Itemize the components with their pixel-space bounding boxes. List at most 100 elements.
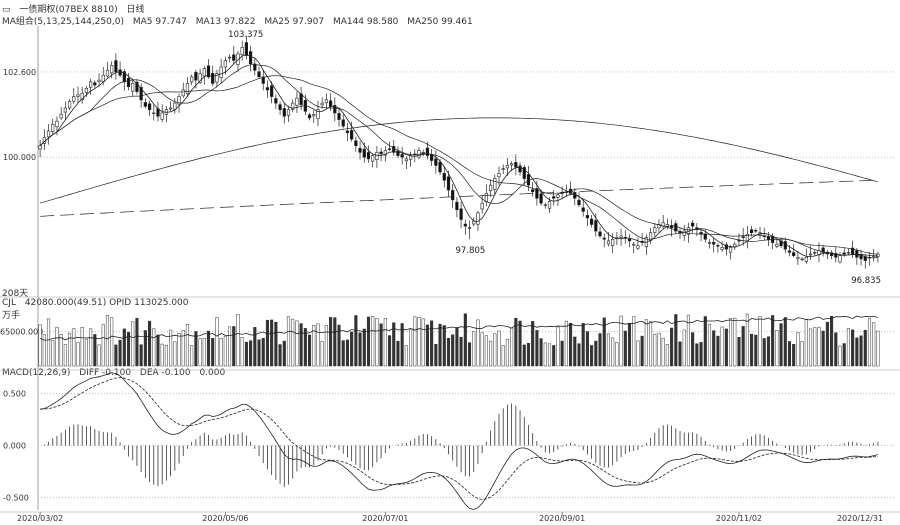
- volume-bar: [291, 318, 295, 367]
- volume-bar: [665, 344, 669, 367]
- volume-bar: [354, 315, 358, 367]
- volume-bar: [644, 319, 648, 367]
- volume-bar: [76, 342, 80, 367]
- x-tick-label: 2020/07/01: [362, 514, 408, 523]
- volume-bar: [560, 340, 564, 367]
- volume-bar: [131, 321, 135, 367]
- volume-bar: [876, 330, 880, 367]
- candle: [451, 190, 455, 201]
- macd-tick-label: 0.500: [3, 390, 26, 399]
- volume-bar: [577, 343, 581, 367]
- candle: [476, 212, 480, 225]
- volume-tick-label: 65000.000: [0, 328, 43, 337]
- volume-bar: [766, 336, 770, 367]
- volume-bar: [480, 332, 484, 367]
- macd-label[interactable]: MACD(12,26,9): [2, 368, 71, 378]
- candle: [446, 176, 451, 191]
- volume-bar: [358, 332, 362, 367]
- instrument-title[interactable]: 一债期权(07BEX 8810): [19, 5, 118, 15]
- volume-bar: [627, 323, 632, 367]
- candle: [211, 73, 215, 84]
- candle: [813, 252, 817, 254]
- macd-tick-label: 0.000: [3, 442, 26, 451]
- volume-bar: [758, 316, 762, 367]
- price-tick-label: 100.000: [3, 153, 36, 162]
- volume-bar: [345, 339, 349, 367]
- volume-bar: [796, 332, 800, 367]
- volume-bar: [42, 334, 46, 367]
- candle: [215, 73, 219, 83]
- candle: [783, 241, 787, 250]
- volume-bar: [118, 339, 122, 367]
- macd-legend: MACD(12,26,9) DIFF -0.100 DEA -0.100 0.0…: [2, 368, 231, 378]
- volume-bar: [859, 335, 863, 367]
- volume-bar: [682, 329, 686, 367]
- macd-dif: DIFF -0.100: [79, 368, 132, 378]
- candle: [371, 155, 375, 162]
- candle: [539, 193, 543, 204]
- candle: [80, 92, 84, 100]
- candle: [632, 243, 636, 246]
- volume-bar: [552, 345, 556, 367]
- candle: [606, 240, 611, 245]
- volume-bar: [476, 319, 480, 367]
- volume-bar: [691, 332, 695, 367]
- candle: [299, 93, 303, 106]
- volume-bar: [253, 327, 257, 367]
- candle: [728, 247, 733, 253]
- volume-bar: [387, 335, 392, 367]
- volume-bar: [695, 343, 699, 367]
- candle: [383, 150, 387, 156]
- candle: [459, 208, 463, 220]
- ma25-line: [39, 75, 878, 255]
- candle: [143, 102, 147, 107]
- minus-icon[interactable]: ▭: [2, 5, 11, 15]
- volume-bar: [657, 332, 661, 367]
- volume-bar: [594, 340, 598, 367]
- volume-bar: [640, 335, 644, 367]
- candle: [796, 256, 800, 259]
- volume-bar: [699, 342, 703, 367]
- volume-bar: [573, 336, 577, 367]
- volume-bar: [472, 331, 476, 367]
- candle: [787, 250, 792, 253]
- volume-bar: [872, 322, 876, 367]
- candle: [472, 220, 476, 225]
- candle: [497, 173, 501, 178]
- volume-bar: [227, 326, 232, 367]
- candle: [602, 237, 606, 240]
- candle: [236, 53, 240, 65]
- candle: [653, 227, 657, 233]
- volume-bar: [59, 334, 63, 367]
- period-selector[interactable]: 日线: [126, 5, 145, 15]
- candle: [716, 245, 720, 247]
- candle: [712, 242, 716, 245]
- candle: [754, 230, 758, 232]
- volume-bar: [139, 344, 143, 367]
- volume-bar: [232, 326, 236, 367]
- volume-bar: [716, 335, 720, 367]
- volume-bar: [787, 341, 792, 367]
- volume-bar: [143, 330, 147, 367]
- candle: [291, 102, 295, 110]
- volume-bar: [842, 343, 846, 367]
- volume-label[interactable]: CJL: [2, 298, 16, 308]
- volume-bar: [661, 337, 665, 367]
- volume-bar: [741, 326, 745, 367]
- candle: [434, 158, 438, 166]
- candle: [510, 163, 514, 166]
- volume-bar: [202, 338, 206, 367]
- volume-bar: [543, 342, 547, 367]
- candle: [425, 147, 430, 156]
- candle: [126, 78, 131, 87]
- candle: [274, 98, 278, 104]
- candle: [703, 233, 707, 240]
- volume-bar: [505, 338, 509, 367]
- volume-bar: [522, 344, 526, 367]
- candle: [316, 109, 320, 119]
- candle: [350, 130, 354, 140]
- volume-bar: [421, 318, 425, 367]
- ma-group-label[interactable]: MA组合(5,13,25,144,250,0): [2, 17, 124, 27]
- candle: [400, 154, 404, 158]
